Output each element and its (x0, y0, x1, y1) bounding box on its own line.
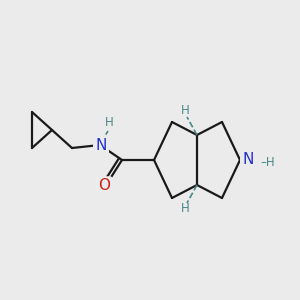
Text: N: N (95, 139, 107, 154)
Text: O: O (98, 178, 110, 194)
Text: H: H (181, 202, 189, 215)
Text: H: H (105, 116, 113, 128)
Text: –H: –H (261, 155, 275, 169)
Text: N: N (242, 152, 254, 167)
Text: H: H (181, 104, 189, 118)
